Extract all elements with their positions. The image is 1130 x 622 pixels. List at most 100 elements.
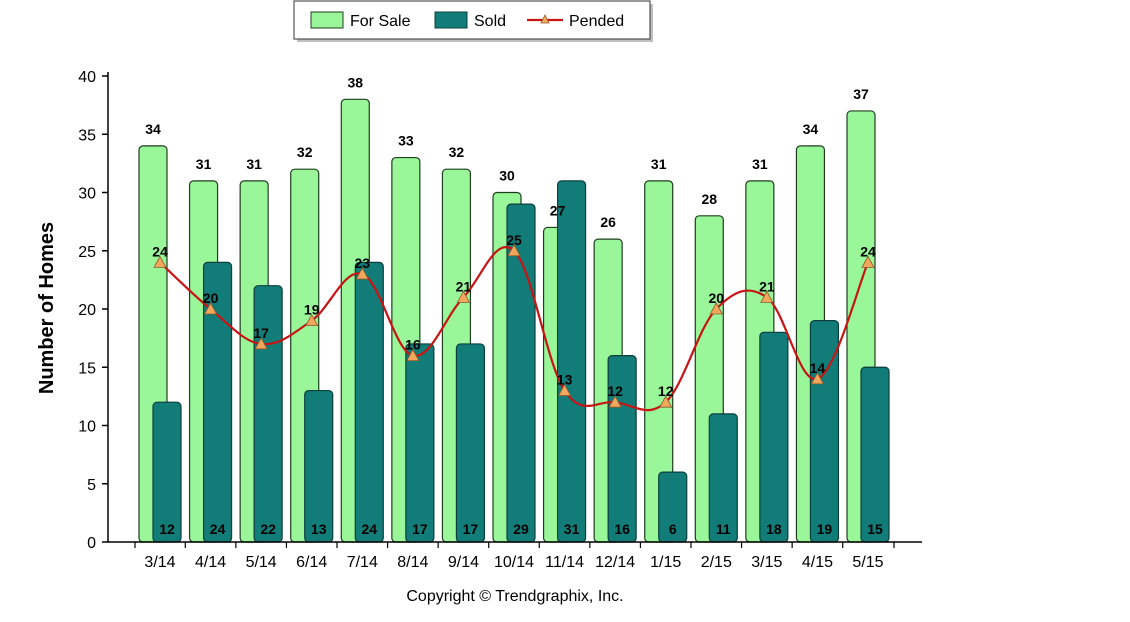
sold-value-label: 11 — [716, 521, 731, 537]
x-tick-label: 2/15 — [701, 554, 732, 571]
pended-value-label: 19 — [304, 302, 320, 318]
x-tick-label: 3/14 — [144, 554, 175, 571]
for-sale-value-label: 33 — [398, 133, 414, 149]
legend-for-sale-label: For Sale — [350, 13, 411, 30]
for-sale-value-label: 26 — [600, 214, 616, 230]
sold-value-label: 19 — [817, 521, 833, 537]
sold-value-label: 31 — [564, 521, 580, 537]
sold-value-label: 22 — [260, 521, 276, 537]
x-tick-label: 9/14 — [448, 554, 479, 571]
x-tick-label: 11/14 — [545, 554, 584, 571]
y-axis-title: Number of Homes — [36, 222, 58, 394]
for-sale-value-label: 28 — [701, 191, 717, 207]
for-sale-value-label: 34 — [145, 121, 161, 137]
pended-point — [456, 290, 471, 303]
for-sale-value-label: 32 — [297, 144, 313, 160]
legend-sold-label: Sold — [474, 13, 506, 30]
legend-sold-swatch — [434, 11, 468, 29]
sold-value-label: 24 — [361, 521, 377, 537]
legend-pended-label: Pended — [569, 13, 624, 30]
pended-point — [608, 395, 622, 408]
for-sale-value-label: 31 — [196, 156, 212, 172]
copyright-text: Copyright © Trendgraphix, Inc. — [406, 588, 623, 605]
x-tick-label: 6/14 — [296, 554, 327, 571]
sold-value-label: 17 — [412, 521, 428, 537]
x-tick-label: 5/15 — [852, 554, 883, 571]
pended-point — [153, 255, 167, 268]
pended-point — [254, 337, 268, 350]
sold-bar — [556, 180, 587, 543]
x-tick-label: 10/14 — [494, 554, 534, 571]
labels-layer: 34 12 24 31 24 20 31 22 17 32 13 19 38 24 23 33 17 16 32 17… — [145, 74, 883, 537]
sold-value-label: 15 — [867, 521, 883, 537]
pended-point — [557, 383, 572, 396]
pended-point — [861, 255, 875, 268]
y-tick-label: 0 — [87, 535, 96, 552]
pended-value-label: 14 — [810, 360, 826, 376]
legend-for-sale-swatch — [310, 11, 344, 29]
for-sale-value-label: 31 — [246, 156, 262, 172]
pended-value-label: 16 — [405, 337, 421, 353]
pended-value-label: 24 — [152, 243, 168, 259]
pended-value-label: 25 — [506, 232, 522, 248]
pended-point — [507, 243, 521, 257]
sold-bar — [759, 331, 789, 543]
pended-value-label: 24 — [860, 243, 876, 259]
pended-point — [810, 372, 825, 385]
for-sale-value-label: 34 — [803, 121, 819, 137]
x-tick-label: 7/14 — [347, 554, 378, 571]
pended-value-label: 13 — [557, 372, 573, 388]
pended-value-label: 23 — [354, 255, 370, 271]
y-tick-label: 15 — [78, 360, 96, 377]
sold-value-label: 18 — [766, 521, 782, 537]
sold-value-label: 16 — [614, 521, 630, 537]
pended-value-label: 21 — [759, 278, 775, 294]
y-tick-label: 25 — [78, 244, 96, 261]
for-sale-value-label: 38 — [347, 74, 363, 90]
sold-value-label: 24 — [210, 521, 226, 537]
sold-bar — [455, 343, 486, 543]
sold-value-label: 13 — [311, 521, 327, 537]
axes-layer: 0 5 10 15 20 25 30 35 40 3/14 4/14 5/14 6/14 7/14 8/14… — [78, 69, 922, 571]
x-tick-label: 1/15 — [650, 554, 681, 571]
pended-point — [406, 348, 420, 362]
y-tick-label: 40 — [78, 69, 96, 86]
x-tick-label: 4/14 — [195, 554, 226, 571]
pended-value-label: 17 — [253, 325, 269, 341]
sold-value-label: 6 — [669, 521, 677, 537]
pended-value-label: 21 — [456, 278, 472, 294]
sold-value-label: 12 — [159, 521, 175, 537]
y-tick-label: 5 — [87, 477, 96, 494]
pended-point — [203, 302, 218, 315]
pended-point — [760, 290, 774, 303]
pended-value-label: 20 — [708, 290, 724, 306]
pended-line-layer — [153, 243, 875, 412]
sold-bar — [354, 261, 384, 543]
pended-point — [355, 267, 369, 280]
pended-point — [305, 313, 319, 327]
x-tick-label: 12/14 — [595, 554, 635, 571]
sold-bar — [304, 389, 334, 543]
x-tick-label: 4/15 — [802, 554, 833, 571]
for-sale-value-label: 37 — [853, 86, 869, 102]
pended-value-label: 12 — [607, 383, 623, 399]
pended-point — [709, 302, 723, 315]
x-tick-label: 3/15 — [751, 554, 782, 571]
y-tick-label: 35 — [78, 127, 96, 144]
for-sale-value-label: 32 — [449, 144, 465, 160]
pended-value-label: 20 — [203, 290, 219, 306]
pended-value-label: 12 — [658, 383, 674, 399]
y-tick-label: 30 — [78, 186, 96, 203]
pended-point — [659, 395, 673, 408]
legend: For Sale Sold Pended — [293, 0, 653, 42]
sold-bar — [405, 343, 435, 543]
for-sale-value-label: 31 — [752, 156, 768, 172]
for-sale-value-label: 30 — [499, 168, 515, 184]
sold-value-label: 29 — [513, 521, 529, 537]
legend-pended-marker — [540, 14, 550, 24]
sold-value-label: 17 — [463, 521, 479, 537]
bars-layer — [138, 98, 890, 543]
y-tick-label: 10 — [78, 419, 96, 436]
x-tick-label: 8/14 — [397, 554, 428, 571]
